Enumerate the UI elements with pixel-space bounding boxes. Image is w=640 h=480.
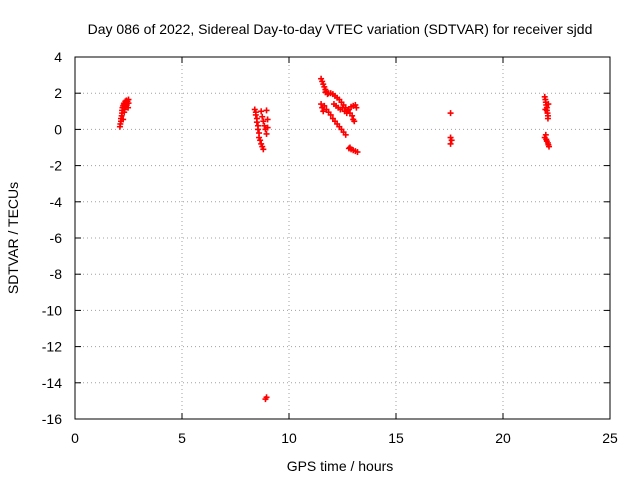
y-axis-label: SDTVAR / TECUs [5,182,21,294]
y-tick-label: -16 [42,411,62,427]
data-point [353,104,360,111]
data-point [261,122,268,129]
x-tick-label: 20 [495,430,511,446]
chart-title: Day 086 of 2022, Sidereal Day-to-day VTE… [88,21,593,37]
x-tick-label: 25 [602,430,618,446]
data-point [546,143,553,150]
data-point [346,144,353,151]
data-point [260,146,267,153]
data-point [120,116,127,123]
data-point [342,131,349,138]
y-tick-label: -12 [42,339,62,355]
y-tick-label: -2 [50,158,63,174]
data-point [264,116,271,123]
y-tick-label: -10 [42,302,62,318]
data-point [254,126,261,133]
data-point [263,394,270,401]
data-point [263,107,270,114]
x-tick-label: 5 [178,430,186,446]
data-point [322,89,329,96]
data-point [542,106,549,113]
data-point [447,140,454,147]
data-point [349,112,356,119]
y-tick-label: 0 [54,121,62,137]
data-point [447,110,454,117]
data-point [259,113,266,120]
data-point [264,124,271,131]
data-point [544,115,551,122]
data-point [320,108,327,115]
data-point [354,149,361,156]
y-tick-label: 2 [54,85,62,101]
data-point [321,102,328,109]
y-tick-label: -14 [42,375,62,391]
y-tick-label: -4 [50,194,63,210]
x-tick-label: 10 [281,430,297,446]
x-tick-label: 15 [388,430,404,446]
data-point [258,108,265,115]
data-point [343,110,350,117]
data-point [257,137,264,144]
data-point [351,118,358,125]
data-point [318,101,325,108]
data-point [448,137,455,144]
data-points [116,75,553,403]
y-tick-label: -6 [50,230,63,246]
grid-layer [75,57,610,419]
y-tick-label: -8 [50,266,63,282]
data-point [545,101,552,108]
data-point [339,104,346,111]
tick-layer: 0 5 10 15 20 25 -16 -14 -12 -10 -8 -6 -4 -2 0 2 4 [42,49,618,446]
x-tick-label: 0 [71,430,79,446]
y-tick-label: 4 [54,49,62,65]
data-point [260,118,267,125]
data-point [125,96,132,103]
data-point [327,111,334,118]
data-point [263,130,270,137]
data-point [252,111,259,118]
x-axis-label: GPS time / hours [287,458,394,474]
data-point [253,119,260,126]
